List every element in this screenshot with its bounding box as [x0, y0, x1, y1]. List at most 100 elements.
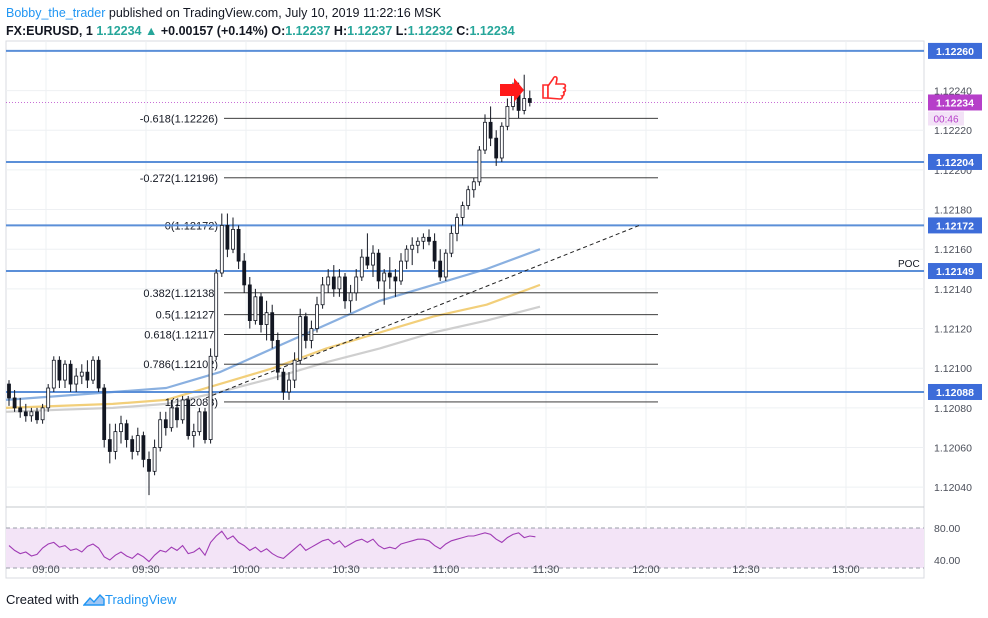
candle-body — [264, 312, 269, 325]
candle-body — [303, 316, 308, 341]
price-tick-label: 1.12160 — [934, 244, 972, 256]
candle-body — [438, 260, 443, 278]
candle-body — [354, 276, 359, 294]
low-label: L: — [395, 24, 408, 38]
candle-body — [432, 240, 437, 262]
candle-body — [309, 328, 314, 341]
ma-line-yellow — [5, 283, 541, 409]
candle-body — [365, 256, 370, 266]
fib-level-label: -0.618(1.12226) — [140, 113, 218, 125]
fib-level-label: 0.618(1.12117) — [144, 329, 218, 341]
price-tick-label: 1.12140 — [934, 284, 972, 296]
time-axis[interactable]: 09:00 09:30 10:00 10:30 11:00 11:30 12:00 12:30… — [32, 564, 860, 576]
fib-level-label: 1(1.12083) — [165, 397, 218, 409]
candle-body — [158, 419, 163, 448]
price-tick-label: 1.12060 — [934, 443, 972, 455]
symbol-label[interactable]: FX:EURUSD, 1 — [6, 24, 93, 38]
change-up-icon: ▲ — [144, 24, 158, 38]
symbol-legend: FX:EURUSD, 1 1.12234 ▲ +0.00157 (+0.14%)… — [6, 22, 515, 40]
time-tick-label: 11:30 — [533, 564, 560, 576]
brand-label: TradingView — [104, 592, 177, 607]
candle-body — [96, 359, 101, 389]
time-tick-label: 13:00 — [832, 564, 860, 576]
candle-body — [376, 252, 381, 282]
author-link[interactable]: Bobby_the_trader — [6, 6, 106, 20]
candle-body — [12, 397, 17, 409]
level-price-tag — [928, 263, 982, 280]
price-tick-label: 1.12040 — [934, 482, 972, 494]
candle-body — [57, 359, 62, 381]
rsi-line — [8, 530, 536, 563]
candle-body — [63, 363, 67, 381]
open-label: O: — [271, 24, 286, 38]
candle-body — [197, 411, 202, 433]
candle-body — [29, 411, 34, 417]
level-price-tag — [928, 217, 982, 234]
candle-body — [169, 407, 174, 429]
candle-body — [219, 225, 224, 274]
candle-body — [253, 296, 258, 322]
current-price-tag — [928, 94, 982, 111]
time-tick-label: 09:00 — [32, 564, 60, 576]
candle-body — [404, 248, 409, 262]
candle-body — [242, 260, 247, 286]
tradingview-cloud-icon — [82, 593, 105, 606]
candle-body — [331, 276, 336, 290]
candle-body — [74, 375, 79, 385]
horizontal-levels[interactable]: POC — [6, 49, 924, 393]
candle-body — [51, 359, 56, 389]
low-value: 1.12232 — [407, 24, 453, 38]
ma-line-blue — [5, 248, 541, 401]
candle-body — [359, 256, 364, 278]
rsi-tick-label: 40.00 — [934, 555, 960, 567]
candle-body — [320, 284, 325, 306]
candles — [7, 74, 532, 496]
high-value: 1.12237 — [347, 24, 393, 38]
candle-body — [231, 228, 235, 250]
candle-body — [102, 387, 107, 440]
trendline-line — [205, 224, 640, 399]
candle-body — [124, 423, 129, 440]
candle-body — [421, 236, 426, 242]
candle-body — [68, 363, 73, 385]
candle-body — [326, 276, 331, 286]
candle-body — [130, 439, 135, 452]
trendline[interactable] — [205, 224, 640, 399]
time-tick-label: 10:00 — [232, 564, 260, 576]
candle-body — [371, 252, 375, 266]
price-axis[interactable]: 1.122401.122201.122001.121801.121601.121… — [928, 42, 982, 494]
fib-level-label: -0.272(1.12196) — [140, 173, 218, 185]
candle-body — [410, 244, 415, 250]
tradingview-logo[interactable]: TradingView — [82, 592, 177, 607]
candle-body — [186, 399, 191, 437]
candle-body — [203, 411, 207, 440]
level-price-tag — [928, 153, 982, 170]
moving-averages — [5, 248, 541, 413]
rsi-band — [6, 528, 924, 568]
candle-body — [40, 407, 45, 421]
candle-body — [79, 371, 84, 377]
level-price-tag-label: 1.12088 — [936, 387, 974, 399]
candle-body — [292, 359, 297, 381]
price-tick-label: 1.12120 — [934, 324, 972, 336]
candle-body — [471, 181, 476, 191]
price-tick-label: 1.12180 — [934, 205, 972, 217]
rsi-tick-label: 80.00 — [934, 523, 960, 535]
level-price-tag-label: 1.12149 — [936, 266, 974, 278]
grid — [6, 41, 924, 578]
thumbs-up-icon — [542, 75, 567, 100]
rsi-pane: 80.00 40.00 — [6, 523, 960, 569]
candle-body — [152, 447, 157, 472]
candle-body — [7, 383, 11, 399]
candle-body — [348, 292, 353, 302]
candle-body — [208, 355, 213, 440]
fibonacci-retracement[interactable]: -0.618(1.12226)-0.272(1.12196)0(1.12172)… — [140, 113, 658, 409]
candle-body — [270, 312, 275, 341]
last-price: 1.12234 — [96, 24, 142, 38]
candle-body — [522, 98, 527, 111]
time-tick-label: 10:30 — [332, 564, 360, 576]
annotations — [500, 75, 567, 102]
close-label: C: — [456, 24, 470, 38]
candle-body — [85, 371, 90, 381]
